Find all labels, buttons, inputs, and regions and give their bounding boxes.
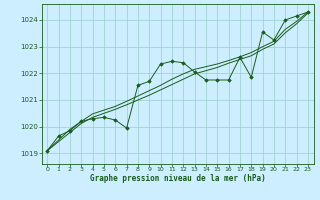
X-axis label: Graphe pression niveau de la mer (hPa): Graphe pression niveau de la mer (hPa) bbox=[90, 174, 266, 183]
